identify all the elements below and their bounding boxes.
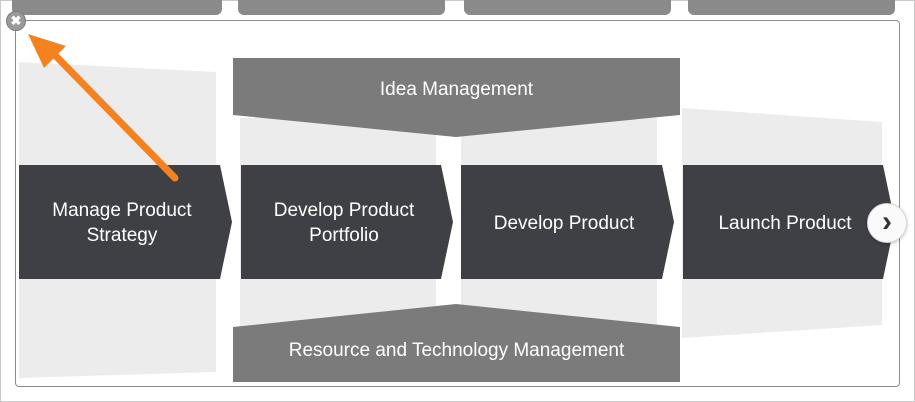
stage-chevron-2: [241, 165, 453, 279]
annotation-arrow-shaft: [46, 46, 179, 182]
stage-chevron-3: [461, 165, 674, 279]
tab-1[interactable]: [12, 0, 222, 15]
stage-label-develop-product: Develop Product: [493, 212, 635, 234]
idea-management-band: [233, 58, 680, 137]
close-icon[interactable]: ✖: [6, 11, 26, 31]
content-panel: [15, 20, 900, 387]
stage-label-develop-product-portfolio: Develop Product Portfolio: [273, 200, 415, 246]
tab-4[interactable]: [688, 0, 895, 15]
resource-technology-label: Resource and Technology Management: [288, 339, 625, 361]
tab-3[interactable]: [464, 0, 671, 15]
idea-management-label: Idea Management: [379, 78, 534, 100]
stage-chevron-4: [683, 165, 895, 279]
stage-chevron-1: [19, 165, 232, 279]
stage-label-manage-product-strategy: Manage Product Strategy: [52, 200, 192, 246]
stage-label-launch-product: Launch Product: [718, 212, 852, 234]
resource-technology-band: [233, 304, 680, 382]
chevron-right-icon: ›: [882, 204, 892, 238]
tab-2[interactable]: [238, 0, 445, 15]
annotation-arrow-head: [28, 34, 66, 68]
next-button[interactable]: ›: [867, 203, 907, 243]
